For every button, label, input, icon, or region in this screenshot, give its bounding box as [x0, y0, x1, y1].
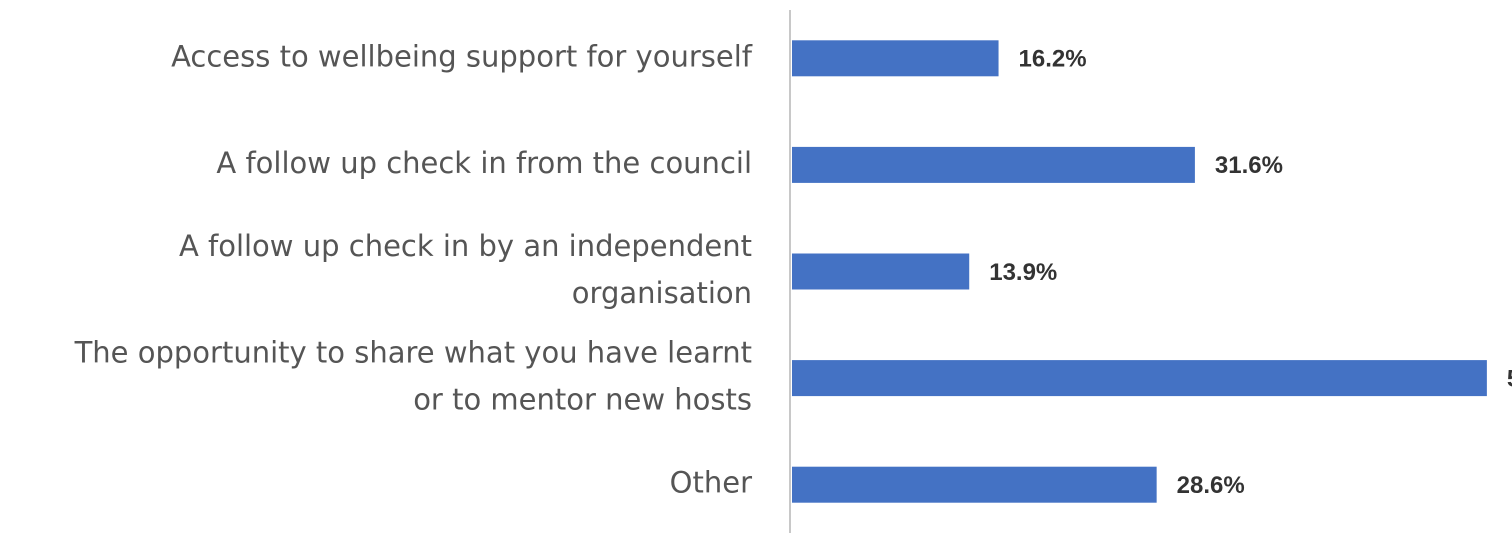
bar [792, 40, 999, 77]
bar [792, 466, 1157, 503]
value-label: 31.6% [1215, 152, 1283, 179]
category-label: Other [670, 466, 752, 500]
value-label: 28.6% [1177, 472, 1245, 499]
value-label: 16.2% [1019, 46, 1087, 73]
category-label: Access to wellbeing support for yourself [171, 39, 753, 73]
value-label: 54.5% [1507, 365, 1512, 392]
category-label: The opportunity to share what you have l… [74, 336, 752, 417]
category-label: A follow up check in by an independent or… [179, 229, 752, 310]
category-label: A follow up check in from the council [216, 146, 752, 180]
bar [792, 253, 970, 290]
bar [792, 360, 1487, 397]
bar [792, 146, 1195, 183]
value-label: 13.9% [989, 259, 1057, 286]
